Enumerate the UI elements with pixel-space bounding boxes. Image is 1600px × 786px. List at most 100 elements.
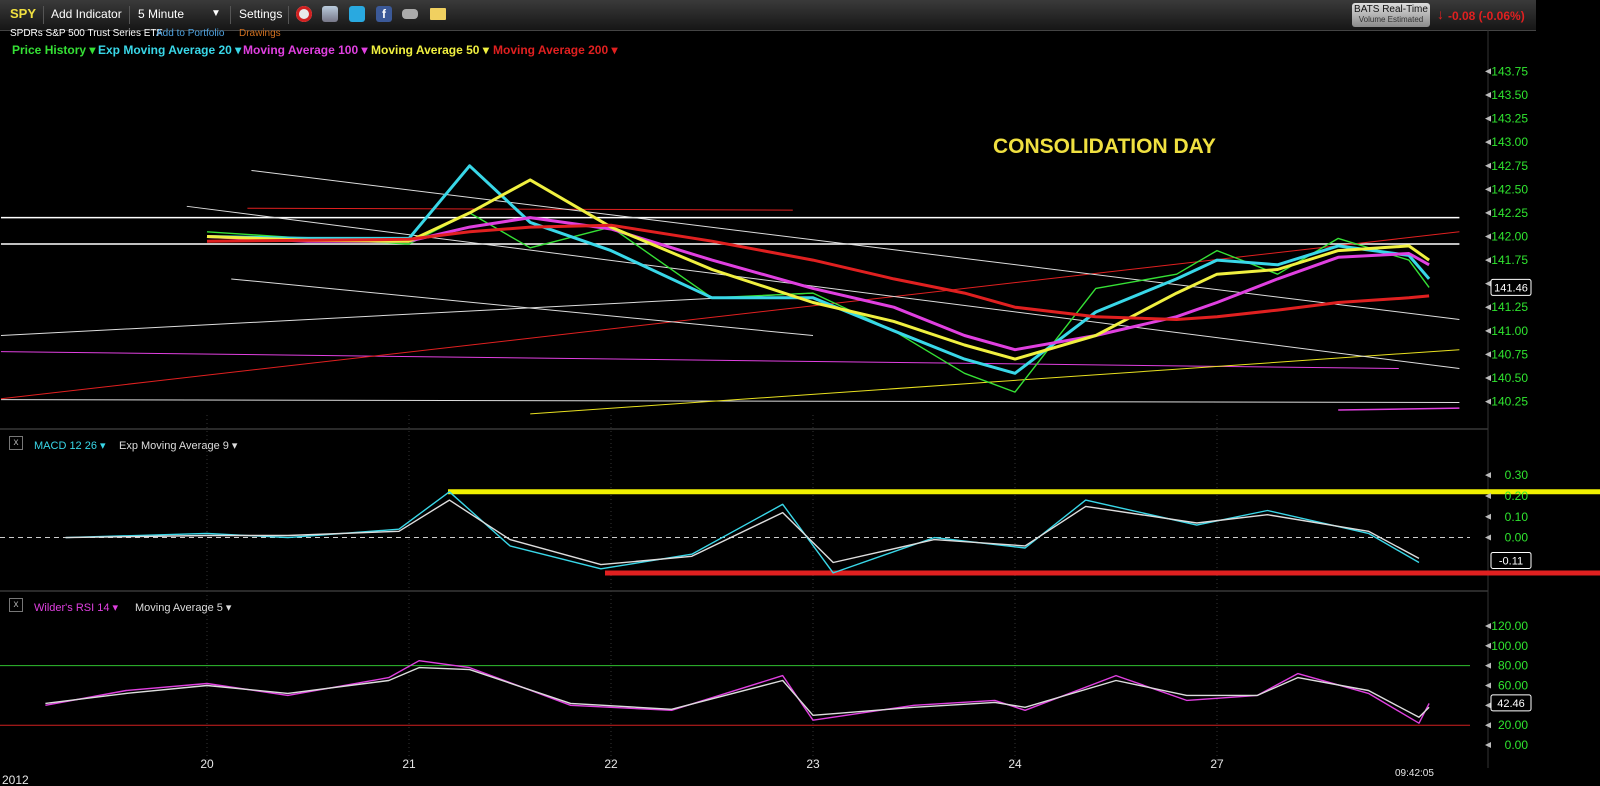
close-macd-icon[interactable]: x (9, 436, 23, 450)
symbol-input[interactable]: SPY (10, 6, 37, 21)
add-to-portfolio-link[interactable]: Add to Portfolio (156, 28, 225, 39)
y-tick-mark (1485, 622, 1491, 629)
y-tick-label: 140.25 (1491, 395, 1528, 409)
toolbar: SPY Add Indicator 5 Minute ▼ Settings f … (0, 0, 1536, 31)
series-exp-moving-average-9[interactable] (65, 499, 1420, 566)
trendline[interactable] (247, 207, 793, 211)
twitter-icon[interactable] (349, 6, 365, 22)
alarm-clock-icon[interactable] (296, 6, 312, 22)
legend-ma-200[interactable]: Moving Average 200 ▾ (493, 43, 618, 57)
y-tick-mark (1485, 513, 1491, 520)
print-icon[interactable] (322, 6, 338, 22)
series-moving-average-200[interactable] (206, 223, 1430, 321)
trendline[interactable] (186, 205, 1460, 370)
trendline[interactable] (0, 351, 1399, 370)
realtime-title: BATS Real-Time (1354, 4, 1428, 15)
y-tick-mark (1485, 92, 1491, 99)
facebook-icon[interactable]: f (376, 6, 392, 22)
y-tick-mark (1485, 257, 1491, 264)
y-tick-mark (1485, 233, 1491, 240)
add-indicator-button[interactable]: Add Indicator (51, 7, 122, 21)
note-icon[interactable] (430, 8, 446, 20)
legend-macd[interactable]: MACD 12 26 ▾ (34, 440, 106, 452)
toolbar-divider (230, 6, 231, 24)
current-value-box (1490, 551, 1532, 569)
legend-rsi-ma-5[interactable]: Moving Average 5 ▾ (135, 602, 232, 614)
y-tick-mark (1485, 280, 1491, 287)
y-tick-mark (1485, 662, 1491, 669)
close-rsi-icon[interactable]: x (9, 598, 23, 612)
y-tick-label: 140.75 (1491, 347, 1528, 361)
x-tick-label: 20 (200, 757, 214, 771)
y-tick-label: 143.50 (1491, 88, 1528, 102)
trendline[interactable] (0, 292, 814, 337)
legend-price-history[interactable]: Price History ▾ (12, 43, 96, 57)
y-tick-mark (1485, 642, 1491, 649)
legend-ma-100[interactable]: Moving Average 100 ▾ (243, 43, 368, 57)
trendline[interactable] (530, 349, 1460, 415)
trendline[interactable] (0, 399, 1460, 404)
y-tick-mark (1485, 139, 1491, 146)
y-tick-label: 120.00 (1491, 619, 1528, 633)
legend-rsi[interactable]: Wilder's RSI 14 ▾ (34, 602, 119, 614)
realtime-subtitle: Volume Estimated (1358, 15, 1424, 24)
security-name: SPDRs S&P 500 Trust Series ETF (10, 28, 163, 39)
x-tick-label: 22 (604, 757, 618, 771)
y-tick-mark (1485, 742, 1491, 749)
x-tick-label: 21 (402, 757, 416, 771)
y-tick-label: 0.00 (1505, 531, 1529, 545)
y-tick-label: 0.00 (1505, 738, 1529, 752)
series-exp-moving-average-20[interactable] (206, 164, 1431, 375)
y-tick-label: 143.25 (1491, 112, 1528, 126)
legend-macd-ema-9[interactable]: Exp Moving Average 9 ▾ (119, 440, 238, 452)
chevron-down-icon[interactable]: ▼ (211, 8, 221, 19)
y-tick-mark (1485, 472, 1491, 479)
price-change: -0.08 (-0.06%) (1448, 9, 1525, 23)
legend-ma-50[interactable]: Moving Average 50 ▾ (371, 43, 489, 57)
binoculars-icon[interactable] (402, 9, 418, 19)
current-value-box (1490, 694, 1532, 712)
trendline[interactable] (251, 169, 1460, 321)
y-tick-label: 142.50 (1491, 182, 1528, 196)
current-value-label: 141.46 (1494, 282, 1528, 294)
y-tick-label: 20.00 (1498, 718, 1528, 732)
trendline[interactable] (1338, 407, 1460, 411)
series-moving-average-100[interactable] (206, 216, 1430, 352)
interval-select[interactable]: 5 Minute (138, 7, 185, 21)
toolbar-divider (129, 6, 130, 24)
trendline[interactable] (231, 278, 814, 337)
arrow-down-icon: ↓ (1437, 6, 1444, 22)
drawings-link[interactable]: Drawings (239, 28, 281, 39)
y-tick-label: 100.00 (1491, 639, 1528, 653)
time-label: 09:42:05 (1395, 768, 1434, 779)
toolbar-divider (43, 6, 44, 24)
toolbar-divider (288, 6, 289, 24)
y-tick-label: 60.00 (1498, 679, 1528, 693)
year-label: 2012 (2, 773, 29, 786)
y-tick-label: 141.25 (1491, 300, 1528, 314)
y-tick-mark (1485, 374, 1491, 381)
current-value-box (1490, 278, 1532, 296)
y-tick-mark (1485, 186, 1491, 193)
y-tick-mark (1485, 162, 1491, 169)
y-tick-label: 141.75 (1491, 253, 1528, 267)
y-tick-label: 0.10 (1505, 510, 1529, 524)
y-tick-label: 143.00 (1491, 135, 1528, 149)
current-value-label: 42.46 (1497, 698, 1525, 710)
x-tick-label: 24 (1008, 757, 1022, 771)
series-moving-average-5[interactable] (45, 666, 1430, 718)
y-tick-mark (1485, 682, 1491, 689)
series-moving-average-50[interactable] (206, 178, 1430, 361)
x-tick-label: 23 (806, 757, 820, 771)
current-value-label: -0.11 (1499, 555, 1523, 567)
y-tick-label: 80.00 (1498, 659, 1528, 673)
y-tick-label: 0.20 (1505, 489, 1529, 503)
y-tick-mark (1485, 534, 1491, 541)
legend-ema-20[interactable]: Exp Moving Average 20 ▾ (98, 43, 242, 57)
y-tick-mark (1485, 304, 1491, 311)
y-tick-mark (1485, 327, 1491, 334)
y-tick-mark (1485, 492, 1491, 499)
x-tick-label: 27 (1210, 757, 1224, 771)
settings-button[interactable]: Settings (239, 7, 283, 21)
